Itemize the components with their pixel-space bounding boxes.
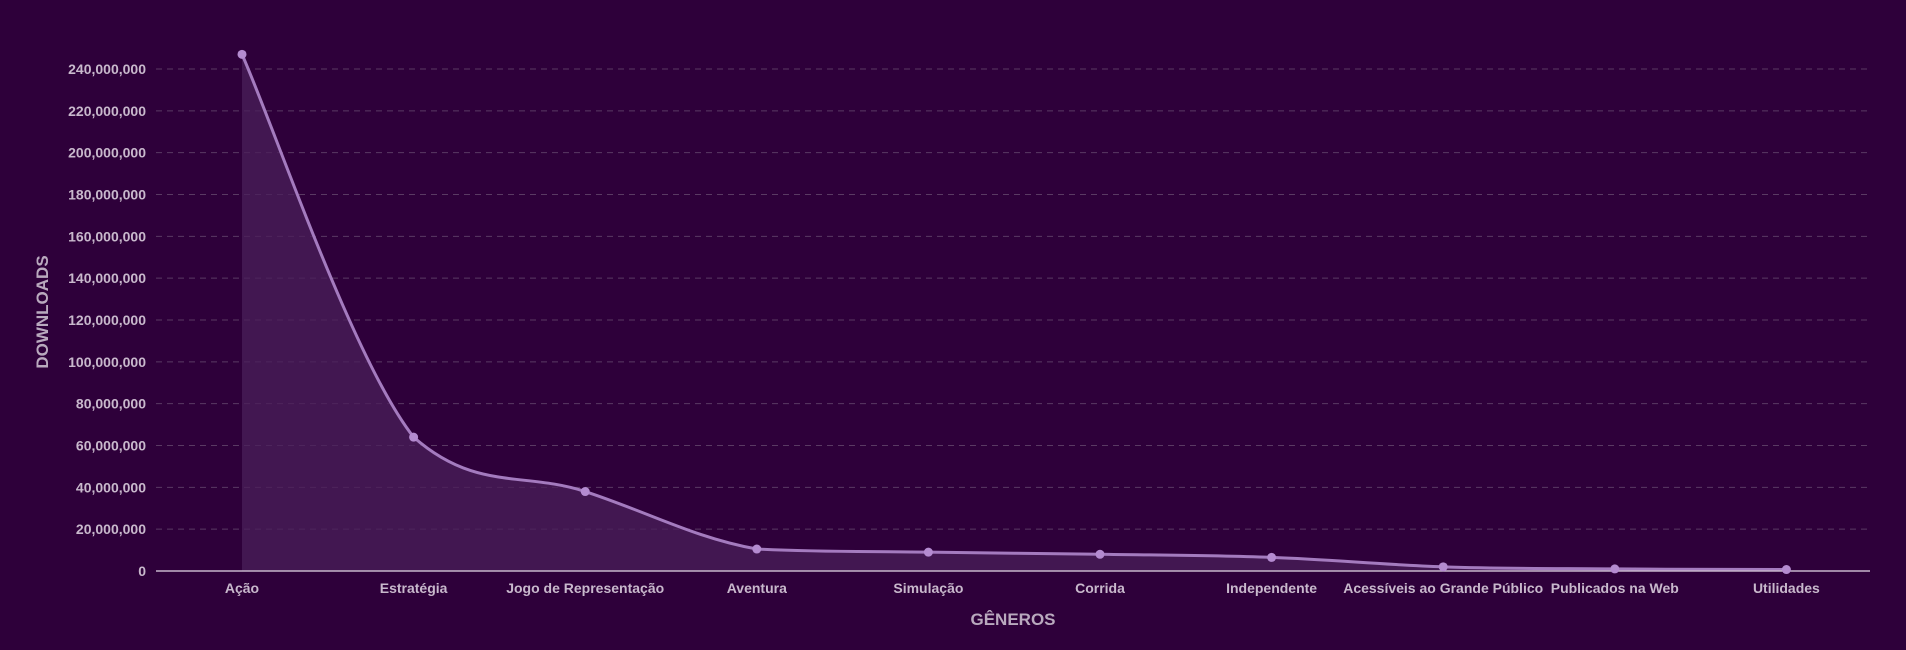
- x-tick-label: Jogo de Representação: [506, 580, 664, 596]
- data-point[interactable]: [1267, 552, 1277, 562]
- y-axis-title: DOWNLOADS: [33, 255, 52, 368]
- data-points: [237, 49, 1791, 575]
- y-tick-label: 0: [138, 563, 146, 579]
- x-tick-label: Utilidades: [1753, 580, 1820, 596]
- y-tick-label: 140,000,000: [68, 270, 146, 286]
- series-line: [240, 53, 1787, 572]
- x-tick-label: Corrida: [1075, 580, 1125, 596]
- data-point[interactable]: [409, 432, 419, 442]
- area-layer: [240, 53, 1787, 572]
- data-point[interactable]: [752, 544, 762, 554]
- y-tick-label: 240,000,000: [68, 61, 146, 77]
- x-tick-label: Acessíveis ao Grande Público: [1343, 580, 1543, 596]
- data-point[interactable]: [1095, 549, 1105, 559]
- y-tick-label: 80,000,000: [76, 396, 146, 412]
- x-ticks: Ação Estratégia Jogo de Representação Avent…: [225, 580, 1820, 596]
- x-tick-label: Aventura: [727, 580, 787, 596]
- data-point[interactable]: [1781, 565, 1791, 575]
- x-tick-label: Ação: [225, 580, 259, 596]
- x-tick-label: Simulação: [893, 580, 963, 596]
- y-tick-label: 200,000,000: [68, 145, 146, 161]
- data-point[interactable]: [237, 49, 247, 59]
- y-tick-label: 120,000,000: [68, 312, 146, 328]
- x-tick-label: Publicados na Web: [1551, 580, 1679, 596]
- x-axis-title: GÊNEROS: [970, 610, 1055, 629]
- y-tick-label: 220,000,000: [68, 103, 146, 119]
- y-tick-label: 40,000,000: [76, 479, 146, 495]
- data-point[interactable]: [580, 487, 590, 497]
- y-tick-label: 20,000,000: [76, 521, 146, 537]
- y-tick-label: 100,000,000: [68, 354, 146, 370]
- y-tick-label: 180,000,000: [68, 187, 146, 203]
- y-tick-label: 160,000,000: [68, 228, 146, 244]
- series-area: [242, 54, 1787, 571]
- data-point[interactable]: [1438, 562, 1448, 572]
- data-point[interactable]: [1610, 564, 1620, 574]
- data-point[interactable]: [923, 547, 933, 557]
- x-tick-label: Estratégia: [380, 580, 448, 596]
- y-tick-label: 60,000,000: [76, 438, 146, 454]
- y-ticks: 0 20,000,000 40,000,000 60,000,000 80,000,00…: [68, 61, 146, 579]
- x-tick-label: Independente: [1226, 580, 1317, 596]
